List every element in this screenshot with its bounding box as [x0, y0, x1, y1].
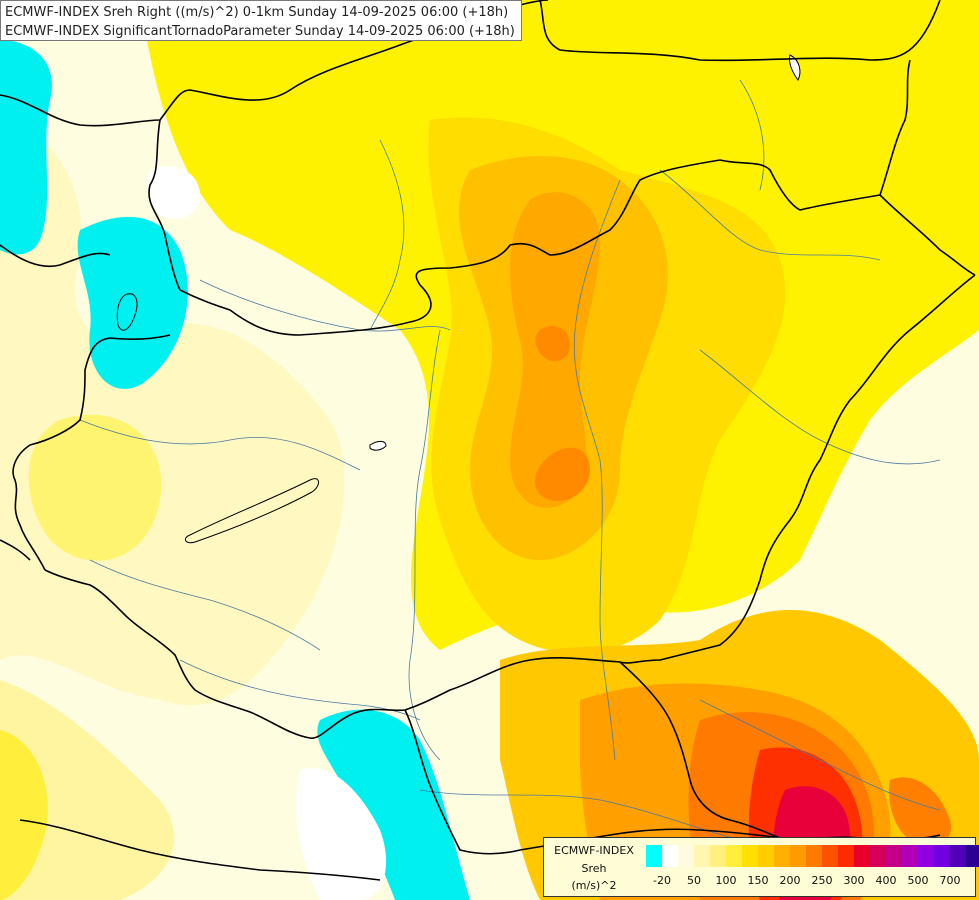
legend-swatch [678, 845, 694, 867]
field-yellow-west-patch [28, 414, 162, 561]
legend-swatch [902, 845, 918, 867]
legend-tick: 150 [747, 874, 769, 887]
river-danube-south [408, 329, 441, 761]
legend-swatch [710, 845, 726, 867]
field-dark-orange-spot2 [534, 447, 590, 501]
legend-tick: 50 [687, 874, 701, 887]
border-north-east-segment [879, 59, 911, 196]
river-danube-north [199, 279, 451, 332]
legend-swatch [806, 845, 822, 867]
color-legend: ECMWF-INDEX Sreh (m/s)^2 -20 50 100 150 200 2… [543, 837, 979, 897]
river-west-branch [79, 419, 361, 471]
lake-neusiedl [116, 293, 138, 331]
river-tisza [573, 179, 621, 761]
legend-tick: 500 [907, 874, 929, 887]
legend-swatch [790, 845, 806, 867]
map-title-line2: ECMWF-INDEX SignificantTornadoParameter … [5, 24, 515, 39]
legend-tick: 200 [779, 874, 801, 887]
lake-balaton [184, 478, 319, 544]
border-east-romania [619, 274, 976, 664]
border-croatia-serbia-south [404, 709, 781, 855]
legend-swatch [726, 845, 742, 867]
legend-tick: 400 [875, 874, 897, 887]
legend-tick: 250 [811, 874, 833, 887]
legend-swatch [822, 845, 838, 867]
legend-variable: Sreh [581, 862, 607, 875]
map-title-line1: ECMWF-INDEX Sreh Right ((m/s)^2) 0-1km S… [5, 5, 509, 20]
field-dark-orange-spot1 [535, 325, 570, 362]
border-bosnia [19, 819, 381, 881]
river-northeast-upper [739, 79, 765, 191]
field-orange-east-spot [889, 777, 951, 847]
field-pale-yellow-southwest [0, 680, 175, 900]
lake-small-center [369, 440, 387, 451]
field-white-south [296, 768, 387, 900]
legend-swatch [662, 845, 678, 867]
rivers [79, 79, 941, 841]
border-hungary-serbia [44, 569, 621, 739]
legend-tick-labels: -20 50 100 150 200 250 300 400 500 700 [646, 874, 966, 890]
legend-unit: (m/s)^2 [571, 879, 617, 892]
legend-swatch [742, 845, 758, 867]
field-cyan-northwest [0, 40, 52, 255]
field-cyan-south [317, 709, 470, 900]
legend-swatch [934, 845, 950, 867]
borders [0, 0, 976, 881]
field-white-northwest [147, 166, 200, 219]
river-south-east [699, 699, 941, 811]
legend-swatch [694, 845, 710, 867]
legend-swatch [966, 845, 979, 867]
river-east [699, 349, 941, 465]
legend-swatch [838, 845, 854, 867]
legend-swatch [886, 845, 902, 867]
legend-swatch [854, 845, 870, 867]
border-west-north [0, 244, 111, 268]
river-west-low [89, 559, 321, 651]
border-west-edge [0, 539, 31, 561]
lake-small-east [789, 54, 801, 81]
legend-swatch [950, 845, 966, 867]
legend-tick: 300 [843, 874, 865, 887]
legend-color-scale [646, 845, 979, 867]
river-drava [179, 659, 421, 721]
legend-swatch [646, 845, 662, 867]
river-sava [419, 789, 741, 841]
legend-swatch [870, 845, 886, 867]
legend-swatch [774, 845, 790, 867]
border-slovakia-ukraine [539, 0, 941, 62]
river-north [369, 139, 405, 331]
legend-tick: 100 [715, 874, 737, 887]
field-yellow-southwest [0, 730, 48, 900]
legend-swatch [918, 845, 934, 867]
border-austria-hungary [148, 119, 976, 336]
river-north-east [659, 169, 881, 261]
map-title-box: ECMWF-INDEX Sreh Right ((m/s)^2) 0-1km S… [0, 0, 522, 41]
legend-tick: 700 [939, 874, 961, 887]
legend-swatch [758, 845, 774, 867]
legend-model: ECMWF-INDEX [554, 844, 634, 857]
legend-tick: -20 [653, 874, 671, 887]
border-slovenia-croatia-west [12, 334, 171, 571]
